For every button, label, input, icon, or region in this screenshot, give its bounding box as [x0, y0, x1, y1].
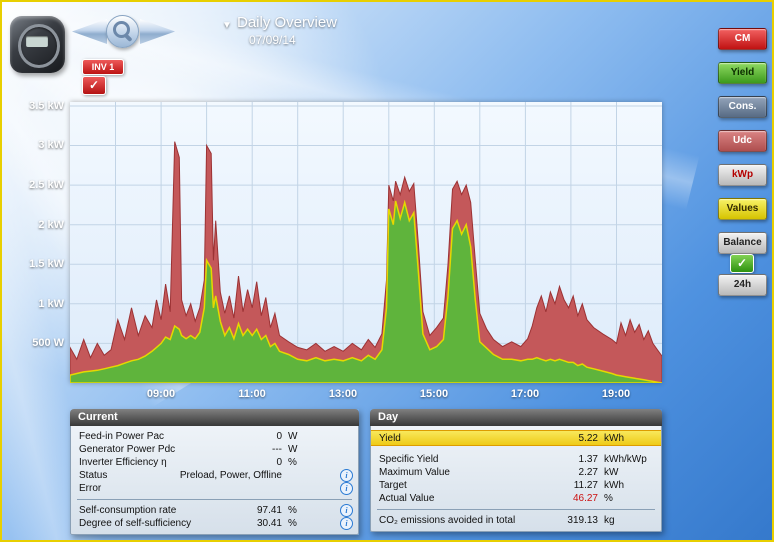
inverter-tab[interactable]: INV 1	[82, 59, 124, 75]
stat-unit: kWh	[604, 480, 624, 491]
x-axis-label: 19:00	[601, 388, 631, 400]
zoom-button[interactable]	[106, 15, 139, 48]
magnifier-handle-icon	[123, 32, 133, 43]
inverter-checkbox[interactable]: ✓	[82, 76, 106, 95]
info-icon[interactable]: i	[340, 517, 353, 530]
balance-checkbox[interactable]: ✓	[730, 254, 754, 273]
stat-label: Specific Yield	[379, 454, 439, 465]
x-axis-label: 15:00	[419, 388, 449, 400]
x-axis-label: 17:00	[510, 388, 540, 400]
stat-value: Preload, Power, Offline	[179, 470, 282, 481]
stat-row: Error i	[71, 482, 358, 495]
stat-label: Yield	[379, 432, 401, 444]
stat-value: 0	[276, 457, 282, 468]
current-panel: Current Feed-in Power Pac 0 W Generator …	[70, 409, 359, 535]
stat-value: 319.13	[567, 515, 598, 526]
date-label: 07/09/14	[249, 33, 296, 47]
x-axis-label: 13:00	[328, 388, 358, 400]
stat-value: 46.27	[572, 493, 598, 504]
previous-day-arrow-button[interactable]	[72, 19, 107, 44]
magnifier-icon	[113, 21, 130, 38]
info-icon[interactable]: i	[340, 469, 353, 482]
device-ring	[18, 24, 60, 68]
side-button-udc[interactable]: Udc	[718, 130, 767, 152]
yield-highlight-row: Yield 5.22 kWh	[371, 430, 661, 446]
stat-row: Target 11.27 kWh	[371, 479, 661, 492]
page-title: Daily Overview	[237, 14, 338, 31]
stat-label: Status	[79, 470, 108, 481]
side-button-balance[interactable]: Balance	[718, 232, 767, 254]
stat-value: 30.41	[256, 518, 282, 529]
y-axis-label: 500 W	[32, 337, 64, 349]
side-button-24h[interactable]: 24h	[718, 274, 767, 296]
stat-row: Self-consumption rate 97.41 % i	[71, 504, 358, 517]
current-panel-header: Current	[70, 409, 359, 426]
stat-value: 0	[276, 431, 282, 442]
x-axis-label: 11:00	[238, 388, 266, 400]
stat-label: Feed-in Power Pac	[79, 431, 165, 442]
stat-unit: W	[288, 444, 298, 455]
stat-unit: kWh	[604, 432, 624, 444]
stat-unit: kg	[604, 515, 615, 526]
y-axis-label: 1 kW	[38, 298, 64, 310]
day-panel-header: Day	[370, 409, 662, 426]
stat-row: Inverter Efficiency η 0 %	[71, 456, 358, 469]
stat-label: Inverter Efficiency η	[79, 457, 167, 468]
y-axis-label: 1.5 kW	[29, 258, 64, 270]
side-button-cm[interactable]: CM	[718, 28, 767, 50]
y-axis-label: 2 kW	[38, 219, 64, 231]
stat-label: Degree of self-sufficiency	[79, 518, 192, 529]
stat-row: Status Preload, Power, Offline i	[71, 469, 358, 482]
day-panel: Day Yield 5.22 kWh Specific Yield 1.37 k…	[370, 409, 662, 532]
stat-label: CO₂ emissions avoided in total	[379, 515, 516, 526]
stat-unit: %	[288, 505, 297, 516]
stat-row: CO₂ emissions avoided in total 319.13 kg	[371, 514, 661, 527]
stat-value: 1.37	[578, 454, 598, 465]
info-icon[interactable]: i	[340, 504, 353, 517]
daily-power-chart[interactable]	[69, 102, 663, 384]
stat-label: Generator Power Pdc	[79, 444, 176, 455]
stat-value: 11.27	[573, 480, 598, 491]
panel-divider	[77, 499, 352, 500]
y-axis-label: 3 kW	[38, 139, 64, 151]
next-day-arrow-button[interactable]	[140, 19, 175, 44]
stat-unit: kWh/kWp	[604, 454, 647, 465]
side-button-yield[interactable]: Yield	[718, 62, 767, 84]
stat-row: Degree of self-sufficiency 30.41 % i	[71, 517, 358, 530]
stat-unit: kW	[604, 467, 619, 478]
stat-value: 5.22	[578, 432, 598, 444]
info-icon[interactable]: i	[340, 482, 353, 495]
device-screen	[26, 36, 48, 47]
stat-label: Maximum Value	[379, 467, 450, 478]
stat-value: ---	[272, 444, 282, 455]
stat-row: Actual Value 46.27 %	[371, 492, 661, 505]
y-axis-label: 2.5 kW	[29, 179, 64, 191]
panel-divider	[377, 509, 655, 510]
stat-unit: %	[288, 518, 297, 529]
chevron-down-icon[interactable]: ▼	[222, 20, 232, 31]
stat-label: Actual Value	[379, 493, 435, 504]
side-button-kwp[interactable]: kWp	[718, 164, 767, 186]
stat-unit: %	[288, 457, 297, 468]
stat-label: Error	[79, 483, 102, 494]
y-axis-label: 3.5 kW	[29, 100, 64, 112]
stat-unit: %	[604, 493, 613, 504]
stat-label: Target	[379, 480, 407, 491]
stat-unit: W	[288, 431, 298, 442]
energy-meter-image	[10, 14, 68, 76]
stat-row: Specific Yield 1.37 kWh/kWp	[371, 453, 661, 466]
x-axis-label: 09:00	[146, 388, 176, 400]
stat-value: 2.27	[578, 467, 598, 478]
stat-row: Feed-in Power Pac 0 W	[71, 430, 358, 443]
stat-label: Self-consumption rate	[79, 505, 177, 516]
stat-row: Generator Power Pdc --- W	[71, 443, 358, 456]
side-button-values[interactable]: Values	[718, 198, 767, 220]
stat-value: 97.41	[256, 505, 282, 516]
stat-row: Maximum Value 2.27 kW	[371, 466, 661, 479]
side-button-cons[interactable]: Cons.	[718, 96, 767, 118]
